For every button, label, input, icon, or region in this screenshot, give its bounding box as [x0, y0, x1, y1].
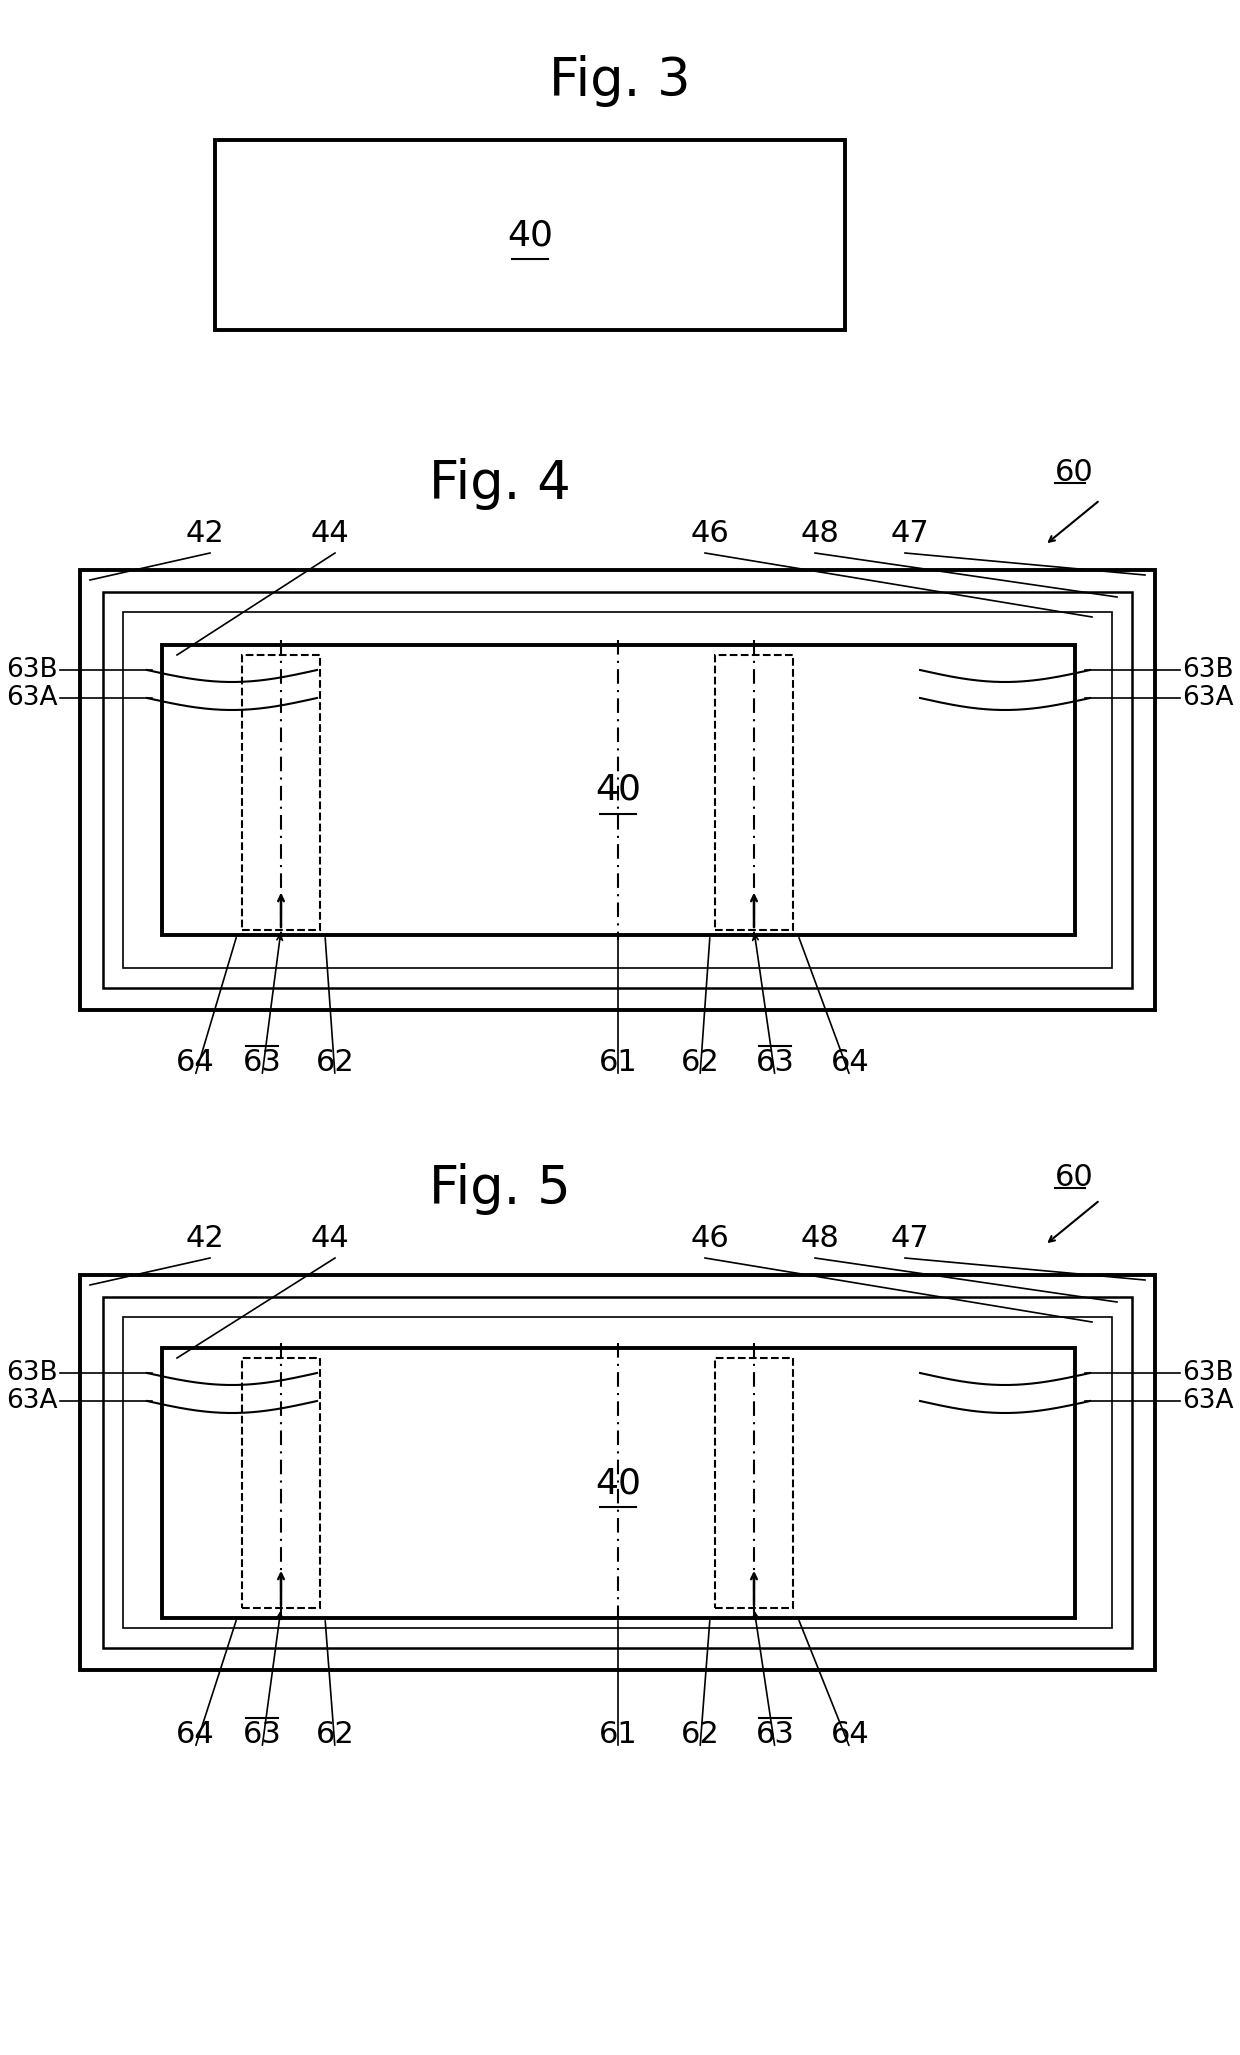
Text: 40: 40	[595, 1465, 641, 1500]
Text: 63: 63	[755, 1048, 795, 1077]
FancyBboxPatch shape	[242, 1358, 320, 1607]
Text: 60: 60	[1055, 1163, 1094, 1192]
Text: 48: 48	[801, 1225, 839, 1254]
Text: 63B: 63B	[6, 1360, 58, 1385]
Text: 63: 63	[243, 1720, 281, 1749]
FancyBboxPatch shape	[162, 1348, 1075, 1617]
Text: 64: 64	[831, 1720, 869, 1749]
Text: 63: 63	[755, 1720, 795, 1749]
Text: 64: 64	[831, 1048, 869, 1077]
Text: 40: 40	[507, 218, 553, 253]
Text: 63A: 63A	[6, 684, 58, 711]
FancyBboxPatch shape	[123, 612, 1112, 968]
FancyBboxPatch shape	[242, 656, 320, 931]
Text: 40: 40	[595, 773, 641, 808]
Text: 63B: 63B	[6, 658, 58, 682]
Text: 63B: 63B	[1182, 1360, 1234, 1385]
Text: 46: 46	[691, 520, 729, 549]
Text: Fig. 4: Fig. 4	[429, 458, 570, 510]
Text: 64: 64	[176, 1048, 215, 1077]
FancyBboxPatch shape	[103, 1297, 1132, 1648]
Text: 62: 62	[681, 1720, 719, 1749]
FancyBboxPatch shape	[215, 140, 844, 331]
Text: 47: 47	[890, 1225, 929, 1254]
FancyBboxPatch shape	[715, 656, 794, 931]
Text: Fig. 3: Fig. 3	[549, 55, 691, 107]
Text: 62: 62	[681, 1048, 719, 1077]
Text: 46: 46	[691, 1225, 729, 1254]
FancyBboxPatch shape	[103, 592, 1132, 988]
Text: 42: 42	[186, 1225, 224, 1254]
Text: 60: 60	[1055, 458, 1094, 487]
Text: 64: 64	[176, 1720, 215, 1749]
Text: 63: 63	[243, 1048, 281, 1077]
Text: Fig. 5: Fig. 5	[429, 1163, 570, 1215]
FancyBboxPatch shape	[162, 645, 1075, 935]
FancyBboxPatch shape	[81, 1274, 1154, 1671]
Text: 63A: 63A	[1182, 684, 1234, 711]
Text: 47: 47	[890, 520, 929, 549]
FancyBboxPatch shape	[81, 569, 1154, 1009]
Text: 61: 61	[599, 1720, 637, 1749]
Text: 44: 44	[311, 1225, 350, 1254]
Text: 61: 61	[599, 1048, 637, 1077]
Text: 62: 62	[316, 1720, 355, 1749]
Text: 42: 42	[186, 520, 224, 549]
Text: 63A: 63A	[6, 1387, 58, 1414]
FancyBboxPatch shape	[715, 1358, 794, 1607]
Text: 62: 62	[316, 1048, 355, 1077]
FancyBboxPatch shape	[123, 1317, 1112, 1628]
Text: 63A: 63A	[1182, 1387, 1234, 1414]
Text: 44: 44	[311, 520, 350, 549]
Text: 63B: 63B	[1182, 658, 1234, 682]
Text: 48: 48	[801, 520, 839, 549]
